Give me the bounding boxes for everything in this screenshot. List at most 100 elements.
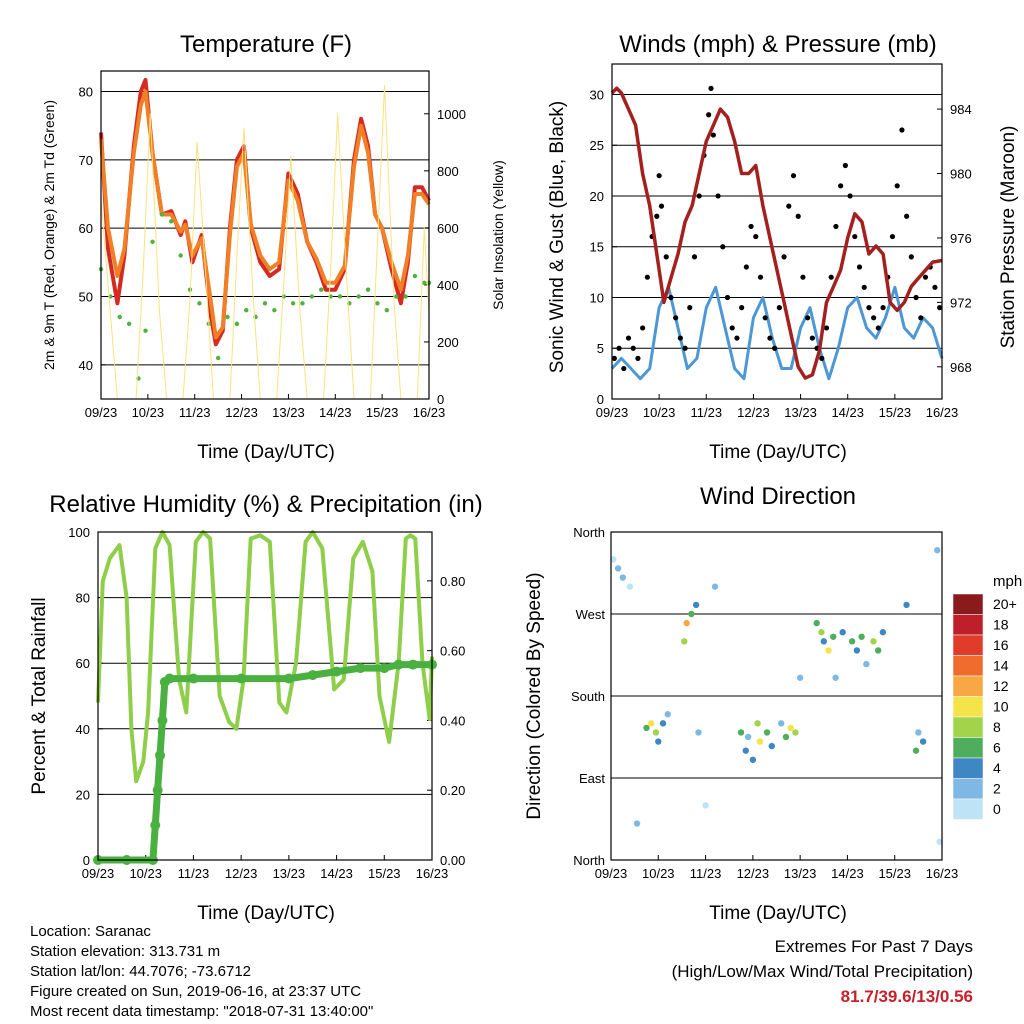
dewpoint-point bbox=[117, 314, 122, 320]
x-tick-label: 12/23 bbox=[225, 866, 258, 881]
gust-point bbox=[908, 254, 914, 260]
gust-point bbox=[656, 173, 662, 179]
gust-point bbox=[838, 183, 844, 189]
dewpoint-point bbox=[143, 328, 148, 333]
dewpoint-point bbox=[272, 307, 277, 313]
dewpoint-point bbox=[337, 294, 343, 299]
legend-label: 20+ bbox=[993, 596, 1017, 612]
gust-point bbox=[800, 274, 806, 280]
legend-label: 0 bbox=[993, 801, 1001, 817]
humidity-panel: Relative Humidity (%) & Precipitation (i… bbox=[29, 491, 483, 924]
plot-frame bbox=[100, 70, 430, 400]
y2-tick-label: 400 bbox=[437, 278, 459, 293]
direction-point bbox=[915, 729, 922, 736]
gust-point bbox=[937, 305, 943, 311]
elevation-text: Station elevation: 313.731 m bbox=[30, 943, 221, 960]
x-tick-label: 13/23 bbox=[784, 866, 817, 881]
x-tick-label: 11/23 bbox=[178, 866, 210, 881]
direction-point bbox=[664, 711, 671, 718]
y-tick-label: East bbox=[579, 771, 605, 786]
legend-label: 2 bbox=[993, 781, 1001, 797]
y-tick-label: 20 bbox=[76, 787, 90, 802]
gust-point bbox=[710, 132, 716, 138]
rh-line bbox=[96, 530, 434, 784]
dewpoint-point bbox=[150, 239, 155, 245]
y-tick-label: North bbox=[573, 525, 605, 540]
y-tick-label: North bbox=[573, 853, 605, 868]
gust-point bbox=[852, 233, 858, 240]
gust-point bbox=[823, 325, 830, 331]
direction-point bbox=[742, 747, 749, 754]
legend-swatch bbox=[952, 614, 984, 636]
dewpoint-point bbox=[309, 294, 315, 299]
y-tick-label: 60 bbox=[79, 221, 93, 236]
winds-title: Winds (mph) & Pressure (mb) bbox=[619, 31, 936, 58]
gust-point bbox=[809, 335, 815, 341]
winds-ylabel-left: Sonic Wind & Gust (Blue, Black) bbox=[547, 101, 568, 373]
precip-point bbox=[155, 750, 166, 761]
gust-point bbox=[913, 294, 919, 301]
y2-tick-label: 0 bbox=[437, 392, 444, 407]
temperature-ylabel-right: Solar Insolation (Yellow) bbox=[490, 160, 506, 310]
y-tick-label: 40 bbox=[76, 722, 90, 737]
temp_9m-line bbox=[99, 89, 431, 340]
direction-point bbox=[782, 733, 790, 741]
direction-point bbox=[903, 601, 910, 609]
direction-point bbox=[688, 610, 695, 618]
direction-point bbox=[756, 738, 764, 745]
legend-swatch bbox=[952, 778, 984, 800]
gust-point bbox=[640, 325, 646, 331]
legend-label: 6 bbox=[993, 740, 1001, 756]
x-tick-label: 16/23 bbox=[926, 405, 959, 420]
legend-label: 12 bbox=[993, 678, 1009, 694]
gust-point bbox=[673, 315, 679, 321]
dewpoint-point bbox=[234, 321, 240, 327]
gust-point bbox=[781, 254, 787, 260]
temperature-xlabel: Time (Day/UTC) bbox=[197, 442, 335, 463]
y2-tick-label: 800 bbox=[437, 164, 459, 179]
x-tick-label: 16/23 bbox=[413, 405, 446, 420]
y2-tick-label: 200 bbox=[437, 335, 459, 350]
direction-point bbox=[912, 747, 920, 754]
legend-swatch bbox=[952, 716, 984, 738]
dewpoint-point bbox=[197, 301, 202, 306]
y2-tick-label: 0.20 bbox=[440, 783, 465, 798]
direction-point bbox=[681, 638, 688, 645]
gust-point bbox=[899, 127, 905, 133]
x-tick-label: 10/23 bbox=[129, 866, 162, 881]
direction-title: Wind Direction bbox=[700, 483, 856, 510]
direction-point bbox=[934, 547, 941, 554]
direction-point bbox=[879, 629, 887, 636]
direction-point bbox=[737, 729, 745, 736]
dewpoint-point bbox=[169, 219, 174, 224]
x-tick-label: 14/23 bbox=[320, 866, 353, 881]
x-tick-label: 11/23 bbox=[690, 866, 722, 881]
direction-point bbox=[848, 638, 856, 645]
dewpoint-point bbox=[394, 294, 399, 299]
direction-point bbox=[863, 660, 870, 668]
precip-point bbox=[150, 820, 161, 831]
legend-swatch bbox=[952, 634, 984, 656]
direction-point bbox=[818, 629, 825, 636]
humidity-title: Relative Humidity (%) & Precipitation (i… bbox=[49, 491, 482, 518]
direction-point bbox=[633, 820, 641, 827]
y-tick-label: 60 bbox=[76, 656, 90, 671]
x-tick-label: 14/23 bbox=[831, 405, 864, 420]
y2-tick-label: 600 bbox=[437, 221, 459, 236]
precip-point bbox=[355, 663, 366, 674]
x-tick-label: 13/23 bbox=[272, 405, 305, 420]
extremes-title: Extremes For Past 7 Days bbox=[774, 937, 973, 956]
direction-point bbox=[610, 556, 617, 563]
gust-point bbox=[621, 365, 627, 372]
gust-point bbox=[795, 213, 801, 219]
precip-point bbox=[157, 715, 168, 726]
precip-point bbox=[283, 673, 294, 684]
precip-point bbox=[331, 666, 342, 677]
x-tick-label: 15/23 bbox=[366, 405, 399, 420]
legend-label: 4 bbox=[993, 760, 1001, 776]
gust-point bbox=[748, 223, 754, 230]
y-tick-label: 25 bbox=[590, 138, 604, 153]
gust-point bbox=[828, 274, 834, 280]
precip-point bbox=[188, 673, 199, 684]
gust-point bbox=[786, 203, 792, 209]
